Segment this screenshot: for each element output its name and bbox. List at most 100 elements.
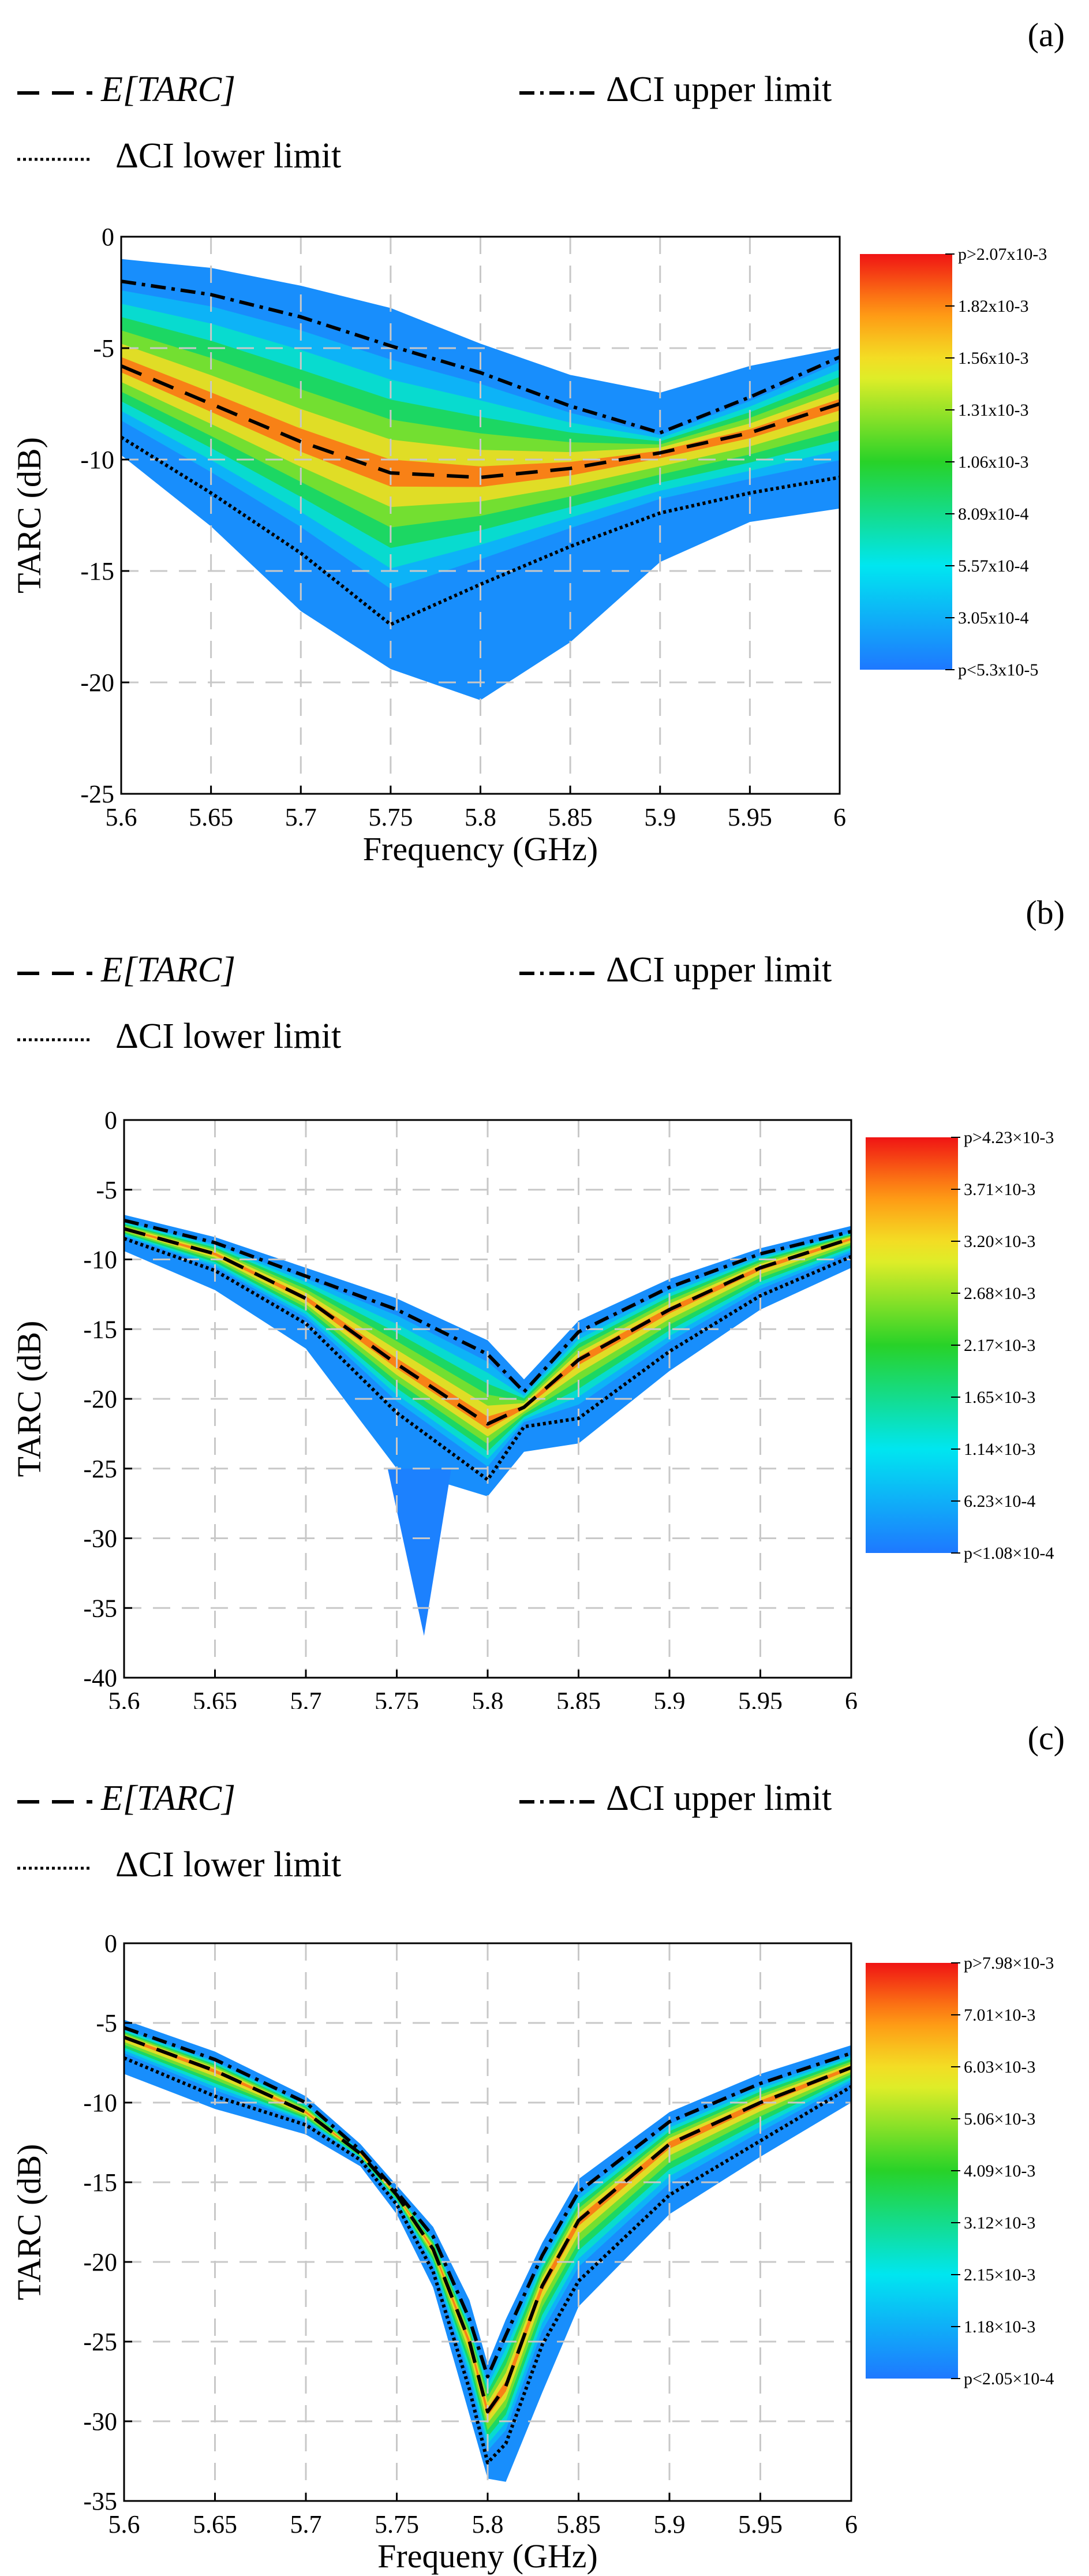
density-spike: [387, 1468, 451, 1636]
colorbar-tick-label: 1.56x10-3: [958, 349, 1029, 368]
colorbar-tick-label: 1.06x10-3: [958, 453, 1029, 472]
legend-label: ΔCI upper limit: [606, 70, 832, 109]
legend-item: ΔCI upper limit: [519, 950, 832, 990]
chart-b: (b) E[TARC] ΔCI upper limit ΔCI lower limit…: [10, 894, 1065, 1709]
x-tick-label: 6: [845, 2510, 858, 2538]
colorbar-tick-label: 1.65×10-3: [964, 1388, 1035, 1407]
colorbar-tick-label: 2.17×10-3: [964, 1336, 1035, 1355]
legend-label: E[TARC]: [100, 1779, 235, 1818]
panel-label: (a): [1028, 16, 1065, 54]
colorbar-tick-label: 2.15×10-3: [964, 2265, 1035, 2284]
grid: [121, 237, 840, 794]
colorbar-tick-label: 2.68×10-3: [964, 1284, 1035, 1303]
chart-panel-a: (a) E[TARC] ΔCI upper limit ΔCI lower limit…: [0, 0, 1089, 883]
x-tick-label: 5.85: [556, 1687, 601, 1709]
y-axis-label: TARC (dB): [10, 437, 48, 593]
legend-item: E[TARC]: [17, 950, 235, 990]
legend-item: E[TARC]: [17, 1779, 235, 1818]
x-tick-label: 6: [845, 1687, 858, 1709]
series-line: [124, 1218, 851, 1394]
colorbar-tick-label: 3.12×10-3: [964, 2213, 1035, 2232]
series-line: [124, 2036, 851, 2414]
legend-item: ΔCI upper limit: [519, 1779, 832, 1818]
x-tick-label: 5.7: [290, 2510, 322, 2538]
legend-label: ΔCI lower limit: [115, 136, 341, 176]
colorbar-tick-label: p>7.98×10-3: [964, 1954, 1054, 1973]
plot-area: [121, 237, 840, 794]
x-tick-label: 5.85: [548, 803, 593, 831]
y-axis-label: TARC (dB): [10, 1321, 48, 1477]
plot-area: [124, 1120, 851, 1678]
x-tick-label: 5.95: [738, 2510, 783, 2538]
series-line: [124, 1227, 851, 1426]
x-tick-label: 5.75: [375, 1687, 419, 1709]
colorbar: [866, 1137, 958, 1553]
x-tick-label: 5.8: [472, 2510, 504, 2538]
colorbar-tick-label: 1.31x10-3: [958, 401, 1029, 420]
x-tick-label: 5.7: [290, 1687, 322, 1709]
y-tick-label: -10: [83, 1246, 117, 1274]
y-tick-label: 0: [104, 1106, 117, 1134]
panel-label: (c): [1028, 1719, 1065, 1757]
x-tick-label: 5.75: [375, 2510, 419, 2538]
legend-label: ΔCI upper limit: [606, 950, 832, 990]
x-tick-label: 5.85: [556, 2510, 601, 2538]
colorbar-tick-label: 3.05x10-4: [958, 608, 1029, 628]
y-tick-label: -15: [80, 557, 114, 585]
series-line: [121, 279, 840, 435]
y-tick-label: -5: [96, 2009, 117, 2037]
x-axis-label: Frequeny (GHz): [377, 2537, 598, 2575]
series-line: [124, 1237, 851, 1482]
grid: [124, 1943, 851, 2501]
y-tick-label: -35: [83, 1594, 117, 1622]
y-tick-label: -35: [83, 2487, 117, 2515]
series-line: [121, 435, 840, 626]
x-tick-label: 5.8: [472, 1687, 504, 1709]
x-tick-label: 5.95: [728, 803, 772, 831]
y-tick-label: -15: [83, 2168, 117, 2197]
y-tick-label: -30: [83, 2407, 117, 2436]
colorbar-tick-label: p<5.3x10-5: [958, 660, 1038, 680]
y-tick-label: 0: [102, 223, 114, 251]
legend-label: E[TARC]: [100, 950, 235, 990]
x-tick-label: 5.6: [106, 803, 137, 831]
y-tick-label: -20: [83, 2248, 117, 2276]
y-axis-label: TARC (dB): [10, 2144, 48, 2301]
x-tick-label: 5.65: [193, 2510, 237, 2538]
x-tick-label: 5.9: [654, 2510, 686, 2538]
y-tick-label: -10: [83, 2089, 117, 2117]
x-tick-label: 5.95: [738, 1687, 783, 1709]
colorbar-tick-label: p<2.05×10-4: [964, 2369, 1054, 2388]
x-tick-label: 5.9: [644, 803, 676, 831]
x-tick-label: 6: [833, 803, 846, 831]
colorbar: [866, 1963, 958, 2379]
y-tick-label: -25: [83, 2328, 117, 2356]
y-tick-label: -20: [80, 669, 114, 697]
colorbar-tick-label: 1.14×10-3: [964, 1440, 1035, 1459]
x-axis-label: Frequency (GHz): [363, 830, 598, 868]
colorbar-tick-label: 5.57x10-4: [958, 557, 1029, 576]
colorbar-tick-label: 8.09x10-4: [958, 505, 1029, 524]
colorbar-tick-label: p<1.08×10-4: [964, 1544, 1054, 1563]
density-contour-level: [121, 317, 840, 548]
y-tick-label: 0: [104, 1929, 117, 1958]
y-tick-label: -10: [80, 446, 114, 474]
y-tick-label: -5: [96, 1176, 117, 1204]
colorbar-tick-label: 7.01×10-3: [964, 2006, 1035, 2025]
y-tick-label: -20: [83, 1385, 117, 1413]
chart-panel-c: (c) E[TARC] ΔCI upper limit ΔCI lower limit…: [0, 1709, 1089, 2576]
colorbar-tick-label: p>4.23×10-3: [964, 1128, 1054, 1147]
y-tick-label: -25: [83, 1455, 117, 1483]
x-tick-label: 5.75: [368, 803, 413, 831]
y-tick-label: -5: [93, 334, 114, 363]
legend-item: ΔCI lower limit: [17, 1017, 341, 1056]
density-contour-level: [121, 344, 840, 507]
colorbar-tick-label: 3.71×10-3: [964, 1180, 1035, 1199]
x-tick-label: 5.6: [108, 2510, 140, 2538]
chart-c: (c) E[TARC] ΔCI upper limit ΔCI lower limit…: [10, 1719, 1065, 2575]
x-tick-label: 5.65: [193, 1687, 237, 1709]
colorbar-tick-label: 6.23×10-4: [964, 1492, 1035, 1511]
colorbar-tick-label: 5.06×10-3: [964, 2110, 1035, 2129]
colorbar-tick-label: p>2.07x10-3: [958, 245, 1047, 264]
colorbar-tick-label: 4.09×10-3: [964, 2161, 1035, 2181]
